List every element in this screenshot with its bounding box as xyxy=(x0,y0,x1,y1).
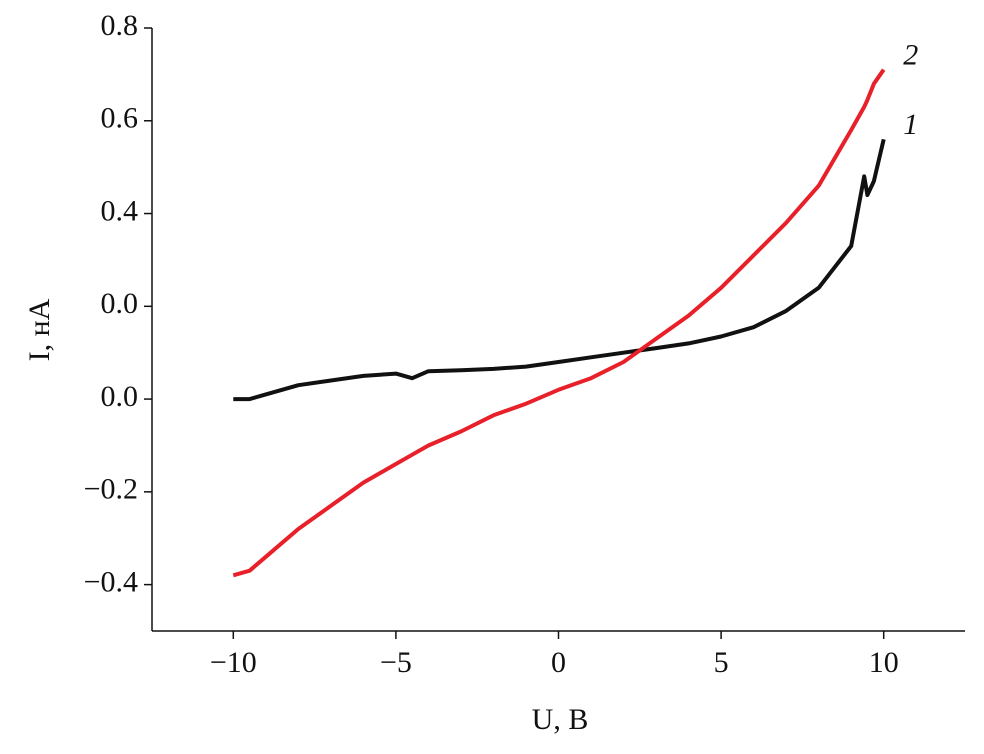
y-tick-label: −0.4 xyxy=(84,566,138,599)
x-tick-label: 10 xyxy=(869,646,899,679)
y-tick-label: 0.4 xyxy=(101,194,139,227)
x-tick-label: −10 xyxy=(210,646,257,679)
y-tick-label: −0.2 xyxy=(84,473,138,506)
y-tick-label: 0.8 xyxy=(101,9,139,42)
y-tick-label: 0.0 xyxy=(101,287,139,320)
x-axis-label: U, В xyxy=(532,703,589,736)
series-line xyxy=(232,68,886,578)
series-label: 2 xyxy=(903,39,918,72)
series-label: 1 xyxy=(903,108,918,141)
x-tick-label: 0 xyxy=(551,646,566,679)
y-axis-label: I, нА xyxy=(23,298,56,361)
x-tick-label: −5 xyxy=(380,646,412,679)
y-tick-label: 0.6 xyxy=(101,102,139,135)
x-tick-label: 5 xyxy=(714,646,729,679)
series-line xyxy=(233,138,886,402)
y-tick-label: 0.0 xyxy=(101,380,139,413)
